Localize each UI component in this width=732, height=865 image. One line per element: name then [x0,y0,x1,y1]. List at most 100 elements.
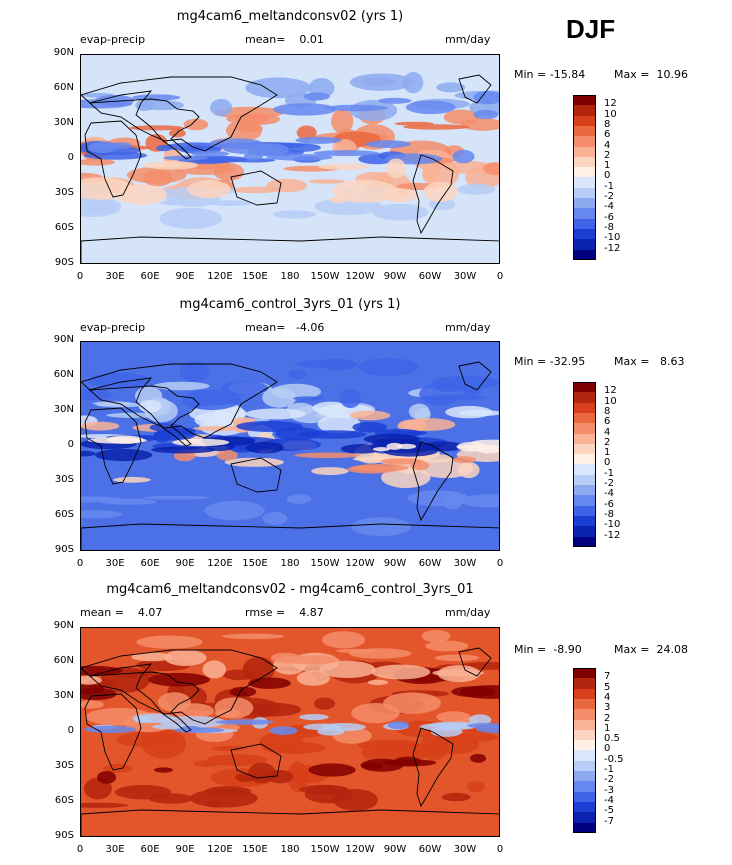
coastline [81,523,499,550]
coastline [88,90,200,160]
field-patch [292,396,324,401]
field-patch [116,731,184,748]
field-patch [153,381,210,391]
lon-tick-label: 180 [280,558,300,569]
colorbar-label: 0 [604,170,611,182]
field-patch [434,654,480,662]
field-patch [115,785,172,800]
colorbar-label: 6 [604,416,611,428]
field-patch [160,200,192,206]
field-patch [407,490,469,507]
lat-tick-label: 60N [53,82,74,93]
colorbar-swatch [573,249,596,261]
field-patch [287,761,309,793]
field-patch [206,754,268,766]
field-patch [331,108,354,134]
colorbar-label: -4 [604,488,614,500]
field-patch [216,449,238,461]
colorbar-label: 6 [604,129,611,141]
colorbar-swatch [573,464,596,476]
lon-tick-label: 30W [453,844,477,855]
lon-tick-label: 120W [345,558,375,569]
colorbar-swatch [573,167,596,178]
colorbar-label: 1 [604,447,611,459]
colorbar-label: -0.5 [604,753,624,765]
field-patch [169,129,186,138]
field-patch [131,652,173,662]
colorbar-swatch [573,515,596,527]
lat-tick-label: 30S [54,187,74,198]
coastline [88,377,200,447]
field-patch [103,763,133,773]
field-patch [421,629,451,643]
field-patch [403,124,470,130]
lon-tick-label: 120W [345,844,375,855]
field-patch [299,784,349,795]
colorbar-label: 2 [604,436,611,448]
lat-tick-label: 0 [67,439,74,450]
field-patch [349,73,414,91]
lat-tick-label: 30N [53,117,74,128]
colorbar-swatch [573,423,596,434]
colorbar-label: 2 [604,149,611,161]
colorbar-swatch [573,750,596,762]
lon-tick-label: 90E [175,844,195,855]
field-patch [349,648,412,659]
field-patch [372,447,390,452]
field-patch [436,82,466,93]
panel-title: mg4cam6_control_3yrs_01 (yrs 1) [179,297,401,312]
field-patch [356,739,423,751]
lat-tick-label: 90N [53,334,74,345]
field-patch [144,161,199,170]
field-patch [365,140,411,148]
coastline [81,236,499,263]
field-patch [88,141,118,154]
max-value: Max = 10.96 [614,68,688,81]
field-patch [245,77,311,99]
max-value: Max = 24.08 [614,643,688,656]
colorbar-label: 12 [604,98,617,110]
colorbar-label: -4 [604,794,614,806]
colorbar-swatch [573,740,596,751]
field-patch [221,381,269,396]
lon-tick-label: 30E [105,844,125,855]
colorbar-swatch [573,668,596,679]
field-patch [81,421,120,431]
field-patch [456,442,486,452]
field-patch [229,686,257,697]
field-patch [470,753,487,763]
field-patch [81,196,122,217]
field-patch [299,714,329,721]
lon-tick-label: 120E [207,558,233,569]
lat-tick-label: 60N [53,369,74,380]
field-patch [380,188,419,203]
field-patch [459,494,499,508]
colorbar-label: -12 [604,529,621,541]
lon-tick-label: 90W [383,271,407,282]
field-patch [270,383,321,400]
colorbar-swatch [573,146,596,158]
field-patch [294,452,361,459]
lat-tick-label: 30N [53,690,74,701]
field-patch [154,431,171,443]
field-patch [81,510,123,519]
lon-tick-label: 180 [280,844,300,855]
colorbar-swatch [573,495,596,506]
lon-tick-label: 60W [418,271,442,282]
field-patch [84,725,137,733]
colorbar-swatch [573,156,596,168]
field-patch [202,660,227,679]
colorbar-label: -8 [604,508,614,520]
field-patch [151,446,216,454]
colorbar-label: 4 [604,426,611,438]
field-patch [81,700,104,709]
colorbar-frame [573,382,596,547]
colorbar-label: 10 [604,108,617,120]
field-patch [317,414,361,434]
units-label: mm/day [445,33,491,46]
min-value: Min = -8.90 [514,643,582,656]
colorbar-label: -8 [604,221,614,233]
lon-tick-label: 30E [105,558,125,569]
coastline [81,363,278,439]
field-patch [483,162,499,175]
